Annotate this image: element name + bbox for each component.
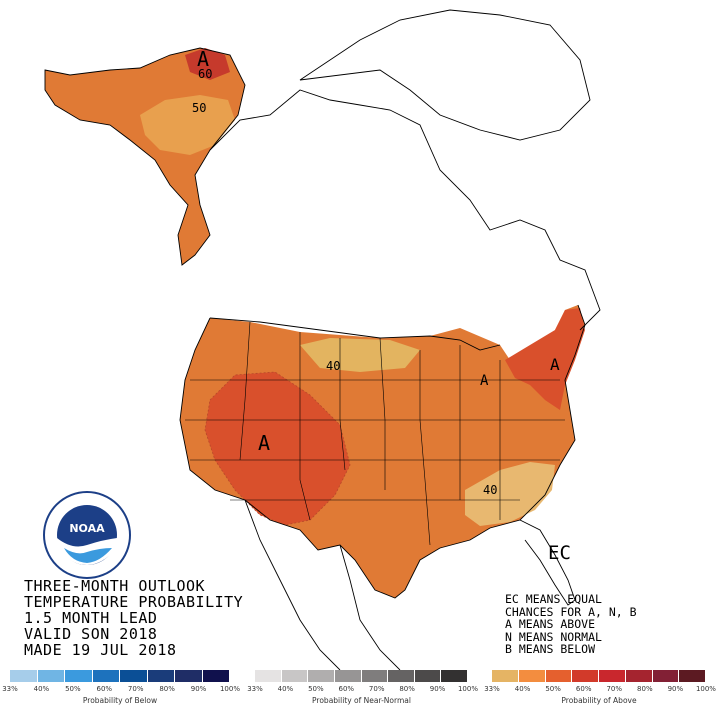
scale-swatch [572,670,599,682]
outlook-map: A 60 50 A 40 A 40 A 40 [44,9,601,670]
scale-swatch [414,670,442,682]
scale-swatch [625,670,653,682]
scale-below-bar [10,670,230,682]
title-line-5: MADE 19 JUL 2018 [24,641,177,659]
scale-swatch [120,670,148,682]
great-lakes-A-label: A [480,373,489,389]
scale-swatch [10,670,38,682]
outlook-title-block: THREE-MONTH OUTLOOK TEMPERATURE PROBABIL… [24,578,243,658]
mexico-outline [244,499,401,670]
scale-swatch [652,670,680,682]
southeast-40-label: 40 [483,483,497,497]
scale-swatch [518,670,546,682]
title-line-4: VALID SON 2018 [24,625,158,643]
scale-near-normal-ticks: 33% 40% 50% 60% 70% 80% 90% 100% [247,685,478,693]
noaa-logo-text: NOAA [69,522,105,535]
scale-swatch [255,670,282,682]
legend-line-3: A MEANS ABOVE [505,617,596,631]
scale-swatch [37,670,65,682]
scale-swatch [679,670,706,682]
alaska-above-shading [45,48,245,265]
arctic-islands [299,9,591,141]
alaska-60-shading [185,48,230,80]
florida-outline [519,519,576,606]
scale-swatch [147,670,175,682]
noaa-logo: NOAA [43,491,131,579]
conus-A-core [204,371,351,526]
scale-near-normal: 33% 40% 50% 60% 70% 80% 90% 100% Probability of… [247,670,478,707]
northeast-A-label: A [550,355,560,374]
scale-near-normal-caption: Probability of Near-Normal [312,696,411,705]
legend-line-4: N MEANS NORMAL [505,629,602,644]
scale-above: 33% 40% 50% 60% 70% 80% 90% 100% Probability of… [484,670,716,707]
us-canada-border [209,317,501,351]
alaska-50-shading [140,95,235,155]
scale-near-normal-bar [255,670,468,682]
northern-plains-40 [300,338,420,372]
scale-swatch [599,670,626,682]
scale-below-ticks: 33% 40% 50% 60% 70% 80% 90% 100% [2,685,240,693]
state-boundaries [185,321,565,546]
conus-A-label: A [258,431,270,455]
florida-ec-label: EC [548,542,571,564]
alaska-60-label: 60 [198,67,212,81]
northern-plains-40-label: 40 [326,359,340,373]
scale-swatch [92,670,120,682]
title-line-1: THREE-MONTH OUTLOOK [24,577,206,595]
alaska-50-label: 50 [192,101,206,115]
scale-above-caption: Probability of Above [561,696,637,705]
alaska-A-label: A [197,47,209,71]
alaska-outline [44,47,246,266]
scale-swatch [441,670,468,682]
scale-swatch [334,670,362,682]
conus-coast [179,304,586,599]
scale-swatch [492,670,519,682]
scale-above-ticks: 33% 40% 50% 60% 70% 80% 90% 100% [484,685,716,693]
scale-swatch [202,670,230,682]
scale-swatch [361,670,389,682]
legend-line-5: B MEANS BELOW [505,642,596,656]
scale-swatch [65,670,93,682]
canada-outline [209,89,601,331]
southeast-40 [465,462,555,526]
scale-swatch [308,670,335,682]
scale-swatch [545,670,573,682]
scale-swatch [281,670,309,682]
legend-line-1: EC MEANS EQUAL [505,592,602,606]
ec-legend: EC MEANS EQUAL CHANCES FOR A, N, B A MEA… [505,593,637,656]
scale-swatch [175,670,203,682]
scale-below: 33% 40% 50% 60% 70% 80% 90% 100% Probability of… [2,670,240,707]
legend-line-2: CHANCES FOR A, N, B [505,604,637,619]
scale-below-caption: Probability of Below [82,696,158,705]
northeast-A-core [505,308,585,410]
scale-above-bar [492,670,706,682]
title-line-3: 1.5 MONTH LEAD [24,609,158,627]
scale-swatch [388,670,415,682]
title-line-2: TEMPERATURE PROBABILITY [24,593,244,611]
